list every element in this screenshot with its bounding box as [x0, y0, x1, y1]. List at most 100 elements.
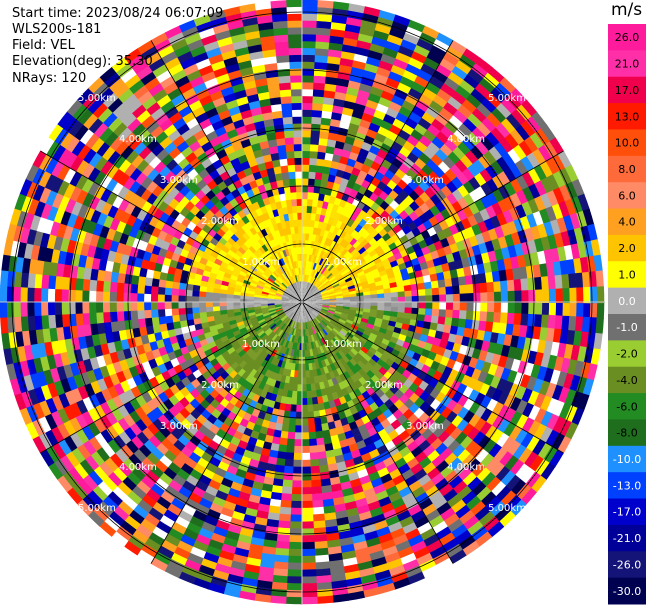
velocity-cell: [292, 328, 297, 336]
velocity-cell: [319, 322, 326, 329]
velocity-cell: [302, 6, 319, 15]
velocity-cell: [428, 490, 444, 505]
velocity-cell: [460, 374, 472, 387]
velocity-cell: [362, 373, 372, 383]
velocity-cell: [317, 402, 325, 411]
velocity-cell: [361, 314, 370, 321]
velocity-cell: [163, 564, 182, 579]
velocity-cell: [352, 345, 361, 353]
velocity-cell: [564, 422, 579, 441]
velocity-cell: [177, 571, 197, 585]
velocity-cell: [318, 464, 329, 473]
velocity-cell: [289, 521, 302, 529]
velocity-cell: [353, 332, 362, 340]
velocity-cell: [485, 476, 502, 493]
velocity-cell: [361, 365, 371, 374]
velocity-cell: [454, 504, 471, 520]
velocity-cell: [328, 469, 340, 479]
velocity-cell: [311, 390, 318, 398]
velocity-cell: [527, 390, 540, 407]
velocity-cell: [530, 364, 541, 380]
velocity-cell: [540, 410, 554, 428]
velocity-cell: [384, 302, 392, 307]
velocity-cell: [306, 390, 313, 399]
velocity-cell: [541, 302, 550, 316]
velocity-cell: [249, 360, 258, 369]
velocity-cell: [346, 316, 355, 322]
velocity-cell: [157, 286, 166, 295]
velocity-cell: [241, 388, 251, 398]
velocity-cell: [461, 490, 477, 506]
velocity-cell: [451, 317, 460, 328]
velocity-cell: [328, 306, 337, 310]
velocity-cell: [246, 500, 260, 511]
velocity-cell: [301, 411, 309, 419]
velocity-cell: [286, 390, 293, 398]
velocity-cell: [115, 525, 133, 541]
velocity-cell: [490, 481, 507, 498]
velocity-cell: [256, 373, 265, 382]
velocity-cell: [456, 449, 471, 463]
velocity-cell: [279, 330, 285, 338]
velocity-cell: [312, 369, 318, 377]
velocity-cell: [439, 302, 447, 311]
velocity-cell: [308, 438, 318, 447]
velocity-cell: [233, 305, 241, 310]
velocity-cell: [509, 396, 522, 413]
velocity-cell: [300, 583, 318, 591]
velocity-cell: [299, 322, 301, 330]
velocity-cell: [236, 376, 246, 386]
velocity-cell: [255, 509, 269, 520]
velocity-cell: [314, 318, 320, 325]
velocity-cell: [304, 349, 308, 358]
velocity-cell: [442, 366, 453, 378]
velocity-cell: [404, 474, 418, 487]
velocity-cell: [200, 451, 213, 463]
velocity-cell: [256, 503, 270, 513]
velocity-cell: [392, 534, 409, 547]
velocity-cell: [430, 455, 445, 469]
velocity-cell: [556, 371, 568, 388]
velocity-cell: [316, 396, 324, 404]
velocity-cell: [225, 464, 238, 476]
velocity-cell: [558, 419, 572, 438]
velocity-cell: [131, 529, 149, 544]
velocity-cell: [312, 102, 324, 111]
velocity-cell: [264, 337, 272, 345]
velocity-cell: [279, 338, 286, 347]
velocity-cell: [294, 342, 298, 351]
velocity-cell: [398, 446, 412, 459]
velocity-cell: [171, 456, 185, 469]
velocity-cell: [276, 54, 291, 64]
velocity-cell: [514, 385, 527, 401]
velocity-cell: [0, 316, 9, 334]
velocity-cell: [314, 561, 330, 570]
velocity-cell: [296, 315, 300, 323]
velocity-cell: [536, 339, 547, 355]
velocity-cell: [296, 191, 303, 200]
velocity-cell: [275, 328, 282, 336]
velocity-cell: [154, 459, 169, 473]
velocity-cell: [533, 423, 547, 441]
velocity-cell: [517, 447, 533, 465]
velocity-cell: [301, 432, 310, 440]
velocity-cell: [347, 471, 360, 482]
velocity-cell: [462, 471, 477, 487]
velocity-cell: [534, 459, 550, 477]
velocity-cell: [172, 314, 180, 323]
velocity-cell: [157, 301, 165, 310]
velocity-cell: [359, 321, 368, 327]
velocity-cell: [374, 350, 383, 359]
velocity-cell: [194, 533, 211, 546]
velocity-cell: [316, 315, 323, 322]
velocity-cell: [427, 351, 437, 362]
velocity-cell: [338, 474, 350, 484]
velocity-cell: [189, 434, 202, 447]
velocity-cell: [130, 301, 138, 311]
velocity-cell: [440, 395, 452, 408]
velocity-cell: [251, 480, 264, 491]
velocity-cell: [500, 367, 512, 382]
velocity-cell: [312, 96, 325, 105]
velocity-cell: [303, 308, 305, 316]
velocity-cell: [291, 335, 295, 343]
